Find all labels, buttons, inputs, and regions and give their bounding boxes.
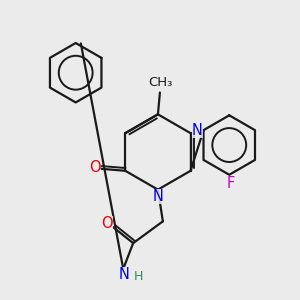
Text: N: N	[152, 189, 164, 204]
Text: H: H	[134, 270, 143, 283]
Text: F: F	[227, 176, 236, 191]
Text: CH₃: CH₃	[149, 76, 173, 89]
Text: O: O	[102, 216, 113, 231]
Text: N: N	[192, 123, 203, 138]
Text: N: N	[119, 267, 130, 282]
Text: O: O	[89, 160, 100, 175]
